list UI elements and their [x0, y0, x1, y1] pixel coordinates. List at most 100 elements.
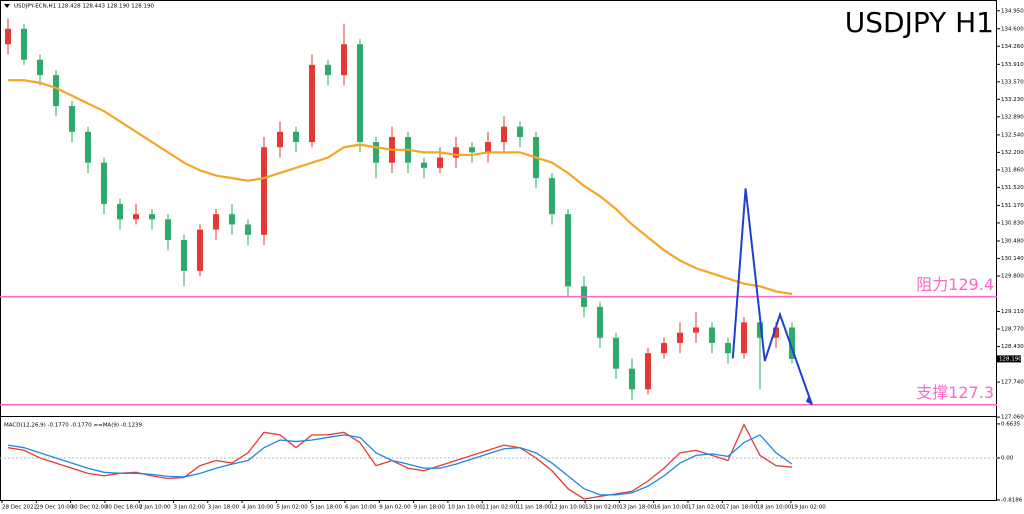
x-tick-label: 11 Jan 02:00 — [482, 505, 517, 511]
chart-title: USDJPY H1 — [845, 6, 994, 39]
y-tick-label: 0.6635 — [1001, 421, 1021, 427]
y-tick-label: 129.110 — [1001, 309, 1024, 315]
candle-body — [325, 64, 331, 76]
candle-body — [181, 239, 187, 271]
candle-body — [437, 157, 443, 168]
candle-body — [53, 75, 59, 107]
candle-body — [5, 28, 11, 45]
y-tick-label: 133.910 — [1001, 62, 1024, 68]
x-tick-label: 30 Dec 02:00 — [71, 505, 108, 511]
current-price-box — [997, 355, 1021, 363]
candle-body — [485, 142, 491, 153]
x-tick-label: 18 Jan 10:00 — [757, 505, 792, 511]
x-tick-label: 30 Dec 18:00 — [105, 505, 142, 511]
candle-body — [245, 224, 251, 235]
candle-body — [357, 44, 363, 143]
candle-body — [293, 131, 299, 143]
candle-body — [645, 353, 651, 390]
x-tick-label: 10 Jan 10:00 — [448, 505, 483, 511]
y-tick-label: 131.170 — [1001, 203, 1024, 209]
candle-body — [85, 131, 91, 163]
candle-body — [741, 322, 747, 354]
level-label: 支撑127.3 — [916, 383, 994, 402]
candle-body — [37, 59, 43, 76]
candle-body — [21, 28, 27, 60]
x-tick-label: 17 Jan 02:00 — [688, 505, 723, 511]
header-icon — [4, 4, 10, 8]
candle-body — [69, 106, 75, 132]
y-tick-label: 129.800 — [1001, 273, 1024, 279]
x-tick-label: 5 Jan 02:00 — [276, 505, 308, 511]
y-tick-label: 128.770 — [1001, 327, 1024, 333]
x-tick-label: 13 Jan 18:00 — [619, 505, 654, 511]
candle-body — [597, 306, 603, 338]
level-label: 阻力129.4 — [916, 275, 994, 294]
y-tick-label: -0.8186 — [1001, 497, 1023, 503]
projection-line — [731, 188, 813, 406]
candle-body — [453, 147, 459, 158]
candle-body — [277, 131, 283, 148]
macd-label: MACD(12,26,9) -0.1770 -0.1770 ==MA(9) -0… — [4, 423, 142, 429]
x-tick-label: 29 Dec 10:00 — [36, 505, 73, 511]
y-tick-label: 130.140 — [1001, 256, 1024, 262]
x-tick-label: 11 Jan 18:00 — [517, 505, 552, 511]
candle-body — [421, 162, 427, 168]
current-price-label: 128.190 — [999, 356, 1022, 362]
x-tick-label: 3 Jan 02:00 — [174, 505, 206, 511]
x-tick-label: 12 Jan 10:00 — [551, 505, 586, 511]
chart-header: USDJPY-ECN,H1 128.428 128.443 128.190 12… — [14, 4, 155, 10]
x-tick-label: 9 Jan 18:00 — [414, 505, 446, 511]
x-tick-label: 3 Jan 18:00 — [208, 505, 240, 511]
x-tick-label: 6 Jan 10:00 — [345, 505, 377, 511]
x-tick-label: 9 Jan 02:00 — [379, 505, 411, 511]
candle-body — [725, 342, 731, 354]
candle-body — [117, 203, 123, 220]
y-tick-label: 0.00 — [1001, 455, 1014, 461]
candle-body — [373, 142, 379, 163]
y-tick-label: 133.230 — [1001, 97, 1024, 103]
x-tick-label: 19 Jan 02:00 — [791, 505, 826, 511]
candle-body — [709, 327, 715, 343]
y-tick-label: 127.740 — [1001, 380, 1024, 386]
candle-body — [341, 44, 347, 76]
candle-body — [197, 229, 203, 271]
y-tick-label: 134.950 — [1001, 8, 1024, 14]
y-tick-label: 131.520 — [1001, 185, 1024, 191]
candle-body — [229, 214, 235, 225]
y-tick-label: 130.480 — [1001, 238, 1024, 244]
y-tick-label: 132.540 — [1001, 132, 1024, 138]
candle-body — [149, 214, 155, 220]
candle-body — [165, 219, 171, 240]
candle-body — [677, 332, 683, 343]
x-tick-label: 17 Jan 18:00 — [722, 505, 757, 511]
macd-line — [7, 434, 793, 496]
x-tick-label: 13 Jan 02:00 — [585, 505, 620, 511]
candle-body — [629, 368, 635, 390]
projection-arrowhead — [806, 396, 812, 405]
candle-body — [213, 214, 219, 230]
candle-body — [773, 327, 779, 338]
candle-body — [517, 126, 523, 137]
candle-body — [613, 337, 619, 369]
x-tick-label: 5 Jan 18:00 — [311, 505, 343, 511]
y-tick-label: 127.060 — [1001, 415, 1024, 421]
y-tick-label: 134.600 — [1001, 26, 1024, 32]
y-tick-label: 132.200 — [1001, 150, 1024, 156]
candle-body — [757, 322, 763, 338]
candle-body — [469, 147, 475, 153]
y-tick-label: 133.570 — [1001, 79, 1024, 85]
x-tick-label: 28 Dec 2022 — [2, 505, 37, 511]
x-tick-label: 4 Jan 10:00 — [242, 505, 274, 511]
candle-body — [693, 327, 699, 333]
y-tick-label: 132.890 — [1001, 114, 1024, 120]
plot-frame — [0, 0, 997, 501]
candle-body — [789, 327, 795, 359]
x-tick-label: 2 Jan 10:00 — [139, 505, 171, 511]
candle-body — [661, 342, 667, 354]
x-tick-label: 16 Jan 10:00 — [654, 505, 689, 511]
candle-body — [133, 214, 139, 220]
y-tick-label: 134.260 — [1001, 44, 1024, 50]
candle-body — [565, 214, 571, 287]
candle-body — [101, 162, 107, 204]
